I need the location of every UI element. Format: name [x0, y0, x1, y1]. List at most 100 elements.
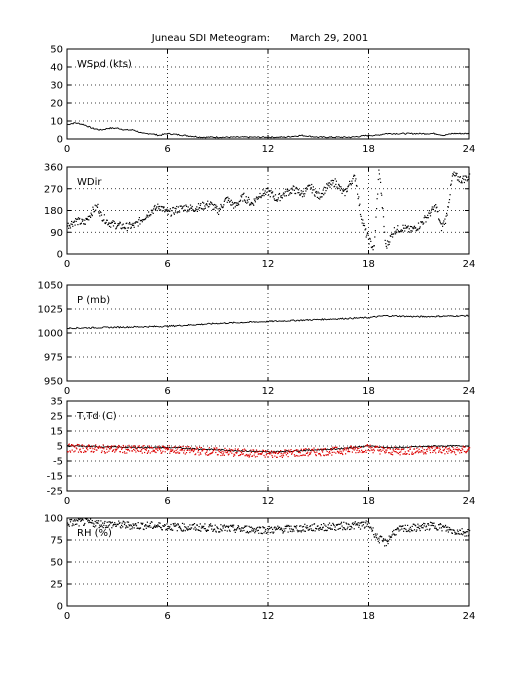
data-point	[85, 518, 87, 520]
data-point	[405, 227, 407, 229]
data-point	[148, 211, 150, 213]
data-point	[117, 447, 119, 449]
data-point	[185, 446, 187, 448]
data-point	[345, 188, 347, 190]
data-point	[249, 204, 251, 206]
data-point	[153, 208, 155, 210]
data-point	[371, 246, 374, 248]
data-point	[112, 525, 114, 527]
data-point	[102, 522, 104, 524]
data-point	[80, 223, 82, 225]
data-point	[91, 450, 93, 452]
data-point	[77, 444, 79, 446]
data-point	[434, 448, 436, 450]
data-point	[103, 214, 105, 216]
data-point	[115, 228, 117, 230]
data-point	[166, 210, 169, 212]
data-point	[272, 191, 274, 193]
data-point	[301, 192, 303, 194]
y-tick-label: -15	[47, 472, 63, 483]
data-point	[301, 450, 304, 452]
data-point	[314, 530, 316, 532]
data-point	[334, 529, 336, 531]
data-point	[215, 531, 217, 533]
data-point	[320, 196, 322, 198]
data-point	[200, 447, 202, 449]
y-tick-label: 975	[44, 353, 63, 364]
data-point	[142, 522, 144, 524]
data-point	[236, 452, 238, 454]
data-point	[337, 451, 339, 453]
data-point	[287, 188, 289, 190]
data-point	[125, 525, 127, 527]
data-point	[199, 446, 201, 448]
data-point	[431, 446, 433, 448]
data-point	[311, 529, 313, 531]
data-point	[151, 451, 153, 453]
data-point	[221, 450, 223, 452]
data-point	[296, 187, 298, 189]
data-point	[176, 448, 178, 450]
data-point	[204, 523, 206, 525]
data-point	[362, 450, 364, 453]
data-point	[332, 522, 334, 524]
data-point	[393, 529, 395, 531]
data-point	[329, 452, 331, 454]
panel-label-2: P (mb)	[77, 295, 110, 306]
data-point	[441, 530, 443, 532]
data-point	[396, 529, 398, 531]
data-point	[71, 449, 73, 451]
data-point	[432, 451, 434, 453]
data-point	[195, 529, 197, 531]
data-point	[291, 187, 293, 189]
data-point	[254, 530, 256, 532]
data-point	[456, 179, 459, 181]
data-point	[234, 528, 236, 530]
data-point	[206, 451, 208, 453]
data-point	[129, 525, 131, 527]
data-point	[341, 192, 343, 194]
data-point	[268, 190, 270, 192]
data-point	[309, 452, 311, 454]
data-point	[231, 201, 233, 203]
data-point	[138, 217, 140, 219]
data-point	[408, 450, 410, 452]
data-point	[287, 456, 289, 458]
data-point	[411, 451, 413, 453]
data-point	[123, 523, 126, 526]
y-tick-label: 0	[57, 602, 63, 613]
data-point	[385, 449, 387, 451]
data-point	[444, 222, 447, 224]
data-point	[237, 525, 239, 527]
data-point	[287, 531, 289, 533]
data-point	[100, 211, 102, 214]
data-point	[378, 449, 380, 451]
data-point	[158, 205, 161, 208]
data-point	[240, 529, 242, 531]
data-point	[336, 523, 339, 526]
data-point	[77, 224, 79, 226]
data-point	[465, 532, 467, 534]
data-point	[198, 454, 200, 456]
data-point	[277, 452, 279, 454]
data-point	[165, 210, 167, 212]
data-point	[199, 523, 201, 525]
data-point	[304, 530, 306, 532]
data-point	[413, 523, 415, 525]
data-point	[406, 530, 408, 533]
data-point	[397, 452, 399, 455]
data-point	[353, 449, 355, 451]
data-point	[461, 451, 463, 454]
data-point	[126, 448, 128, 451]
x-tick-label: 12	[262, 611, 275, 622]
data-point	[281, 530, 283, 532]
data-point	[222, 207, 224, 209]
data-point	[80, 519, 82, 521]
data-point	[300, 525, 302, 527]
data-point	[135, 523, 137, 525]
data-point	[263, 532, 265, 534]
data-point	[198, 526, 200, 528]
data-point	[328, 182, 331, 184]
data-point	[463, 531, 465, 533]
data-point	[250, 531, 252, 533]
